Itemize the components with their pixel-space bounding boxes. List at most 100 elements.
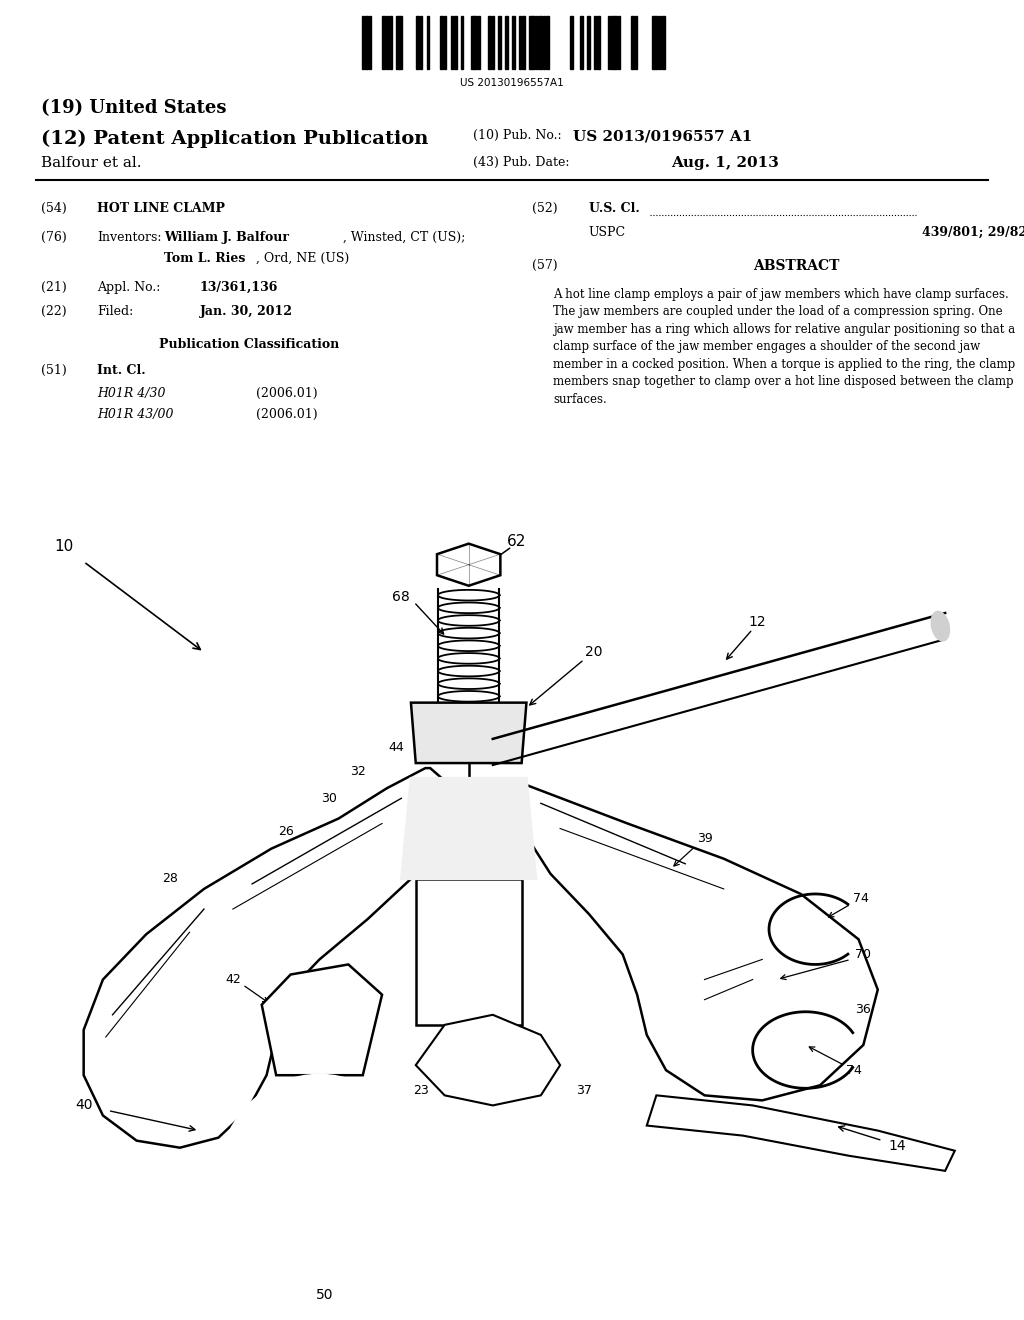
Polygon shape bbox=[437, 544, 501, 586]
Text: Publication Classification: Publication Classification bbox=[159, 338, 339, 351]
Polygon shape bbox=[521, 783, 878, 1101]
Text: 62: 62 bbox=[507, 535, 526, 549]
Text: (10) Pub. No.:: (10) Pub. No.: bbox=[473, 129, 562, 143]
Bar bbox=[369, 16, 371, 69]
Text: 30: 30 bbox=[322, 792, 337, 805]
Polygon shape bbox=[647, 1096, 954, 1171]
Bar bbox=[478, 16, 480, 69]
Bar bbox=[389, 16, 391, 69]
Bar bbox=[396, 16, 398, 69]
Bar bbox=[635, 16, 637, 69]
Polygon shape bbox=[416, 879, 521, 1024]
Text: Filed:: Filed: bbox=[97, 305, 133, 318]
Bar bbox=[420, 16, 422, 69]
Bar bbox=[519, 16, 521, 69]
Text: Jan. 30, 2012: Jan. 30, 2012 bbox=[200, 305, 293, 318]
Text: ABSTRACT: ABSTRACT bbox=[753, 259, 839, 273]
Text: 40: 40 bbox=[75, 1098, 92, 1113]
Text: 36: 36 bbox=[855, 1003, 871, 1016]
Bar bbox=[663, 16, 665, 69]
Bar bbox=[471, 16, 473, 69]
Text: 68: 68 bbox=[392, 590, 411, 605]
Text: 74: 74 bbox=[846, 1064, 861, 1077]
Bar bbox=[570, 16, 572, 69]
Text: Tom L. Ries: Tom L. Ries bbox=[164, 252, 245, 265]
Bar bbox=[451, 16, 453, 69]
Text: Inventors:: Inventors: bbox=[97, 231, 162, 244]
Circle shape bbox=[218, 1076, 421, 1287]
Bar bbox=[529, 16, 531, 69]
Polygon shape bbox=[685, 944, 781, 1024]
Text: 70: 70 bbox=[855, 948, 871, 961]
Bar bbox=[461, 16, 463, 69]
Text: , Ord, NE (US): , Ord, NE (US) bbox=[256, 252, 349, 265]
Bar bbox=[617, 16, 621, 69]
Text: 26: 26 bbox=[278, 825, 294, 838]
Bar bbox=[399, 16, 401, 69]
Text: William J. Balfour: William J. Balfour bbox=[164, 231, 289, 244]
Bar bbox=[611, 16, 613, 69]
Bar bbox=[655, 16, 657, 69]
Bar bbox=[652, 16, 654, 69]
Bar bbox=[505, 16, 508, 69]
Text: 28: 28 bbox=[163, 873, 178, 886]
Bar bbox=[440, 16, 442, 69]
Bar bbox=[522, 16, 524, 69]
Polygon shape bbox=[262, 965, 382, 1076]
Bar bbox=[581, 16, 583, 69]
Text: 42: 42 bbox=[225, 973, 241, 986]
Text: (2006.01): (2006.01) bbox=[256, 408, 317, 421]
Text: 23: 23 bbox=[413, 1084, 428, 1097]
Text: U.S. Cl.: U.S. Cl. bbox=[589, 202, 640, 215]
Bar bbox=[594, 16, 596, 69]
Polygon shape bbox=[411, 702, 526, 763]
Text: , Winsted, CT (US);: , Winsted, CT (US); bbox=[343, 231, 466, 244]
Polygon shape bbox=[401, 779, 537, 879]
Bar bbox=[614, 16, 616, 69]
Text: 22: 22 bbox=[509, 1064, 524, 1077]
Bar bbox=[492, 16, 494, 69]
Text: 14: 14 bbox=[888, 1139, 906, 1152]
Text: 10: 10 bbox=[55, 539, 74, 554]
Polygon shape bbox=[416, 1015, 560, 1105]
Bar bbox=[488, 16, 490, 69]
Bar bbox=[632, 16, 634, 69]
Text: (43) Pub. Date:: (43) Pub. Date: bbox=[473, 156, 569, 169]
Text: 13/361,136: 13/361,136 bbox=[200, 281, 279, 294]
Text: Balfour et al.: Balfour et al. bbox=[41, 156, 141, 170]
Text: H01R 4/30: H01R 4/30 bbox=[97, 387, 166, 400]
Text: (2006.01): (2006.01) bbox=[256, 387, 317, 400]
Bar bbox=[512, 16, 514, 69]
Text: 39: 39 bbox=[696, 832, 713, 845]
Text: 50: 50 bbox=[315, 1288, 333, 1302]
Polygon shape bbox=[84, 768, 459, 1147]
Text: 74: 74 bbox=[853, 892, 868, 906]
Text: (19) United States: (19) United States bbox=[41, 99, 226, 117]
Text: 32: 32 bbox=[350, 764, 366, 777]
Text: (12) Patent Application Publication: (12) Patent Application Publication bbox=[41, 129, 428, 148]
Bar bbox=[546, 16, 549, 69]
Text: US 2013/0196557 A1: US 2013/0196557 A1 bbox=[573, 129, 753, 144]
Circle shape bbox=[263, 1122, 376, 1239]
Bar bbox=[443, 16, 446, 69]
Bar bbox=[454, 16, 457, 69]
Bar bbox=[532, 16, 535, 69]
Bar bbox=[361, 16, 365, 69]
Bar bbox=[474, 16, 477, 69]
Bar bbox=[543, 16, 545, 69]
Text: (76): (76) bbox=[41, 231, 67, 244]
Text: 37: 37 bbox=[577, 1084, 592, 1097]
Text: H01R 43/00: H01R 43/00 bbox=[97, 408, 174, 421]
Text: US 20130196557A1: US 20130196557A1 bbox=[460, 78, 564, 88]
Text: 12: 12 bbox=[749, 615, 766, 630]
Text: 439/801; 29/825: 439/801; 29/825 bbox=[922, 226, 1024, 239]
Ellipse shape bbox=[931, 611, 949, 642]
Text: 20: 20 bbox=[585, 645, 602, 659]
Text: (57): (57) bbox=[532, 259, 558, 272]
Bar bbox=[536, 16, 539, 69]
Bar bbox=[499, 16, 501, 69]
Bar bbox=[658, 16, 662, 69]
Bar bbox=[382, 16, 385, 69]
Text: (52): (52) bbox=[532, 202, 558, 215]
Text: USPC: USPC bbox=[589, 226, 626, 239]
